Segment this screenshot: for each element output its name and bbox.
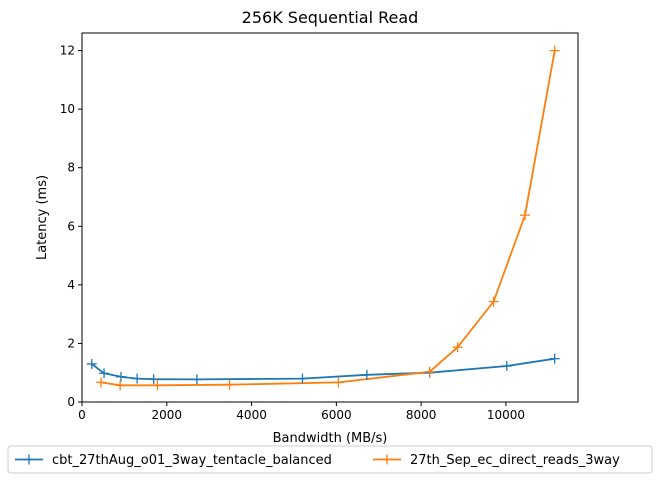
- data-point-series-2: [549, 45, 560, 56]
- legend: cbt_27thAug_o01_3way_tentacle_balanced 27…: [7, 445, 653, 474]
- x-tick-label: 8000: [406, 408, 437, 422]
- y-axis-label: Latency (ms): [35, 175, 50, 260]
- x-tick-label: 4000: [236, 408, 267, 422]
- data-point-series-2: [520, 210, 531, 221]
- data-point-series-2: [152, 380, 163, 391]
- legend-label: cbt_27thAug_o01_3way_tentacle_balanced: [52, 453, 332, 468]
- legend-label: 27th_Sep_ec_direct_reads_3way: [410, 453, 620, 468]
- data-point-series-1: [116, 371, 127, 382]
- plot-markers: [86, 45, 560, 391]
- data-point-series-1: [501, 360, 512, 371]
- x-tick-label: 2000: [152, 408, 183, 422]
- plot-frame: [81, 32, 579, 403]
- y-axis: 0 2 4 6 8 10 12: [60, 44, 82, 409]
- y-tick-label: 2: [67, 336, 75, 350]
- legend-marker: [382, 454, 392, 465]
- legend-marker: [24, 454, 34, 465]
- data-point-series-1: [132, 373, 143, 384]
- x-axis: 0 2000 4000 6000 8000 10000: [78, 402, 525, 422]
- x-tick-label: 0: [78, 408, 86, 422]
- series-line-1: [91, 357, 555, 381]
- y-tick-label: 4: [67, 278, 75, 292]
- y-tick-label: 10: [60, 102, 75, 116]
- data-point-series-2: [452, 342, 463, 353]
- y-tick-label: 8: [67, 161, 75, 175]
- data-point-series-2: [96, 377, 107, 388]
- x-tick-label: 10000: [487, 408, 525, 422]
- data-point-series-1: [297, 373, 308, 384]
- x-axis-label: Bandwidth (MB/s): [273, 431, 388, 446]
- data-point-series-1: [549, 353, 560, 364]
- plot-lines: [91, 50, 556, 387]
- legend-box: [7, 445, 653, 474]
- data-point-series-2: [224, 379, 235, 390]
- data-point-series-1: [361, 369, 372, 380]
- data-point-series-1: [99, 368, 110, 379]
- data-point-series-2: [115, 380, 126, 391]
- y-tick-label: 0: [67, 395, 75, 409]
- legend-entry-1: cbt_27thAug_o01_3way_tentacle_balanced: [15, 453, 332, 468]
- series-line-2: [100, 50, 556, 387]
- chart-title: 256K Sequential Read: [242, 8, 419, 27]
- data-point-series-2: [488, 296, 499, 307]
- data-point-series-1: [86, 358, 97, 369]
- y-tick-label: 6: [67, 219, 75, 233]
- data-point-series-1: [191, 374, 202, 385]
- data-point-series-2: [424, 366, 435, 377]
- data-point-series-2: [333, 377, 344, 388]
- legend-entry-2: 27th_Sep_ec_direct_reads_3way: [373, 453, 620, 468]
- data-point-series-1: [148, 374, 159, 385]
- x-tick-label: 6000: [321, 408, 352, 422]
- y-tick-label: 12: [60, 44, 75, 58]
